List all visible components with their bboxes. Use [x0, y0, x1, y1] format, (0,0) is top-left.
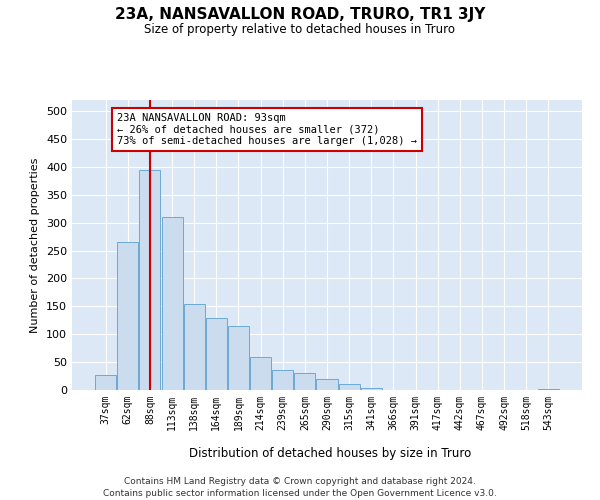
Y-axis label: Number of detached properties: Number of detached properties	[31, 158, 40, 332]
Bar	[538, 389, 559, 390]
Bar	[184, 304, 205, 390]
Text: Size of property relative to detached houses in Truro: Size of property relative to detached ho…	[145, 22, 455, 36]
Bar	[295, 374, 316, 390]
Bar	[338, 384, 359, 390]
Bar	[361, 388, 382, 390]
Text: Contains public sector information licensed under the Open Government Licence v3: Contains public sector information licen…	[103, 489, 497, 498]
Bar	[316, 379, 338, 390]
Bar	[272, 370, 293, 390]
Bar	[95, 375, 116, 390]
Bar	[118, 242, 139, 390]
Bar	[206, 318, 227, 390]
Text: Contains HM Land Registry data © Crown copyright and database right 2024.: Contains HM Land Registry data © Crown c…	[124, 478, 476, 486]
Text: 23A NANSAVALLON ROAD: 93sqm
← 26% of detached houses are smaller (372)
73% of se: 23A NANSAVALLON ROAD: 93sqm ← 26% of det…	[117, 113, 417, 146]
Text: Distribution of detached houses by size in Truro: Distribution of detached houses by size …	[189, 448, 471, 460]
Bar	[139, 170, 160, 390]
Text: 23A, NANSAVALLON ROAD, TRURO, TR1 3JY: 23A, NANSAVALLON ROAD, TRURO, TR1 3JY	[115, 8, 485, 22]
Bar	[161, 217, 182, 390]
Bar	[228, 326, 249, 390]
Bar	[250, 356, 271, 390]
